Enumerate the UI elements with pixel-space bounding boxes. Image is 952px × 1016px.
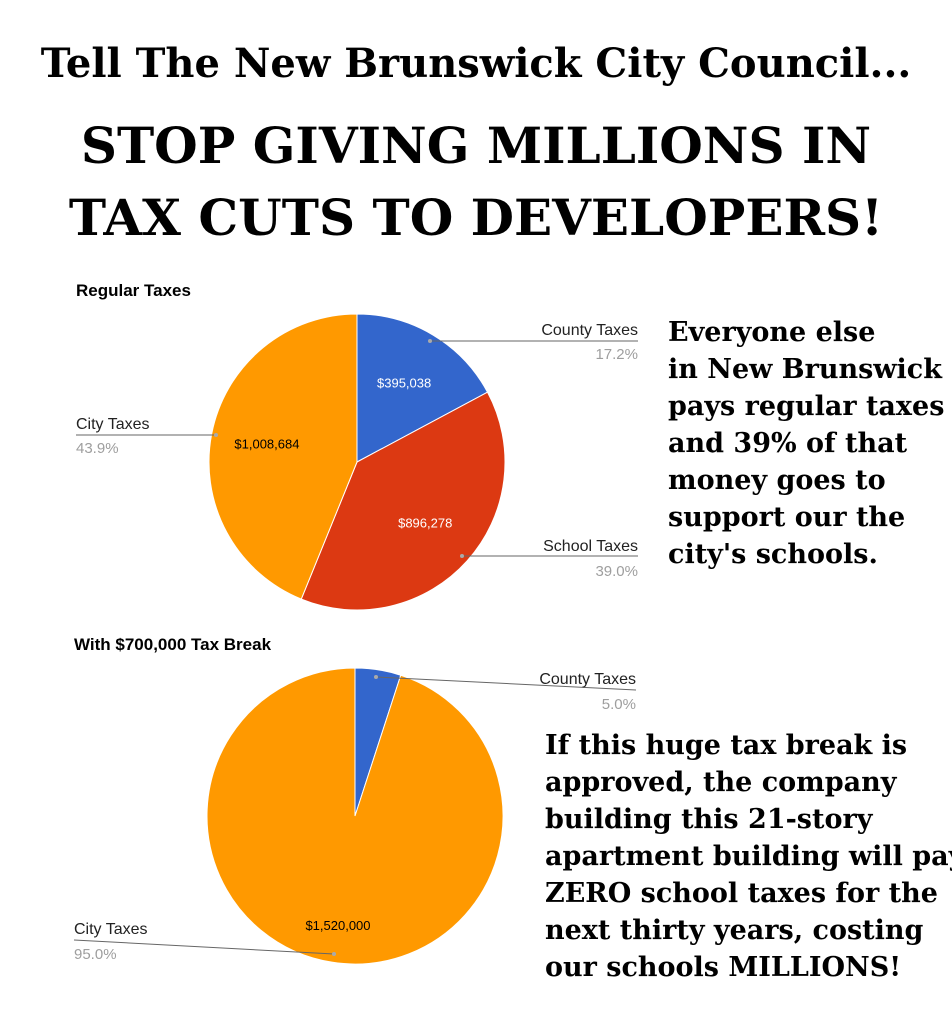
pie-regular: $395,038 $896,278 $1,008,684 [208, 313, 506, 611]
message-line: building this 21-story [545, 804, 873, 835]
legend-percent-city: 43.9% [76, 440, 119, 457]
message-line: city's schools. [668, 539, 878, 570]
headline-line-3: TAX CUTS TO DEVELOPERS! [68, 188, 884, 247]
pie-slice-city-taxes [208, 313, 358, 600]
legend-percent-school: 39.0% [595, 563, 638, 580]
leader-dot-county [374, 675, 378, 679]
slice-value-label: $395,038 [377, 375, 431, 390]
regular-taxes-chart: Regular Taxes $395,038 $896,278 $1,008,684… [76, 281, 638, 611]
chart-title: Regular Taxes [76, 281, 191, 300]
legend-percent-city: 95.0% [74, 946, 117, 963]
pie-tax-break: $1,520,000 [206, 667, 504, 965]
chart-title: With $700,000 Tax Break [74, 635, 272, 654]
legend-label-city: City Taxes [76, 416, 150, 433]
legend-label-school: School Taxes [543, 538, 638, 555]
message-line: next thirty years, costing [545, 915, 924, 946]
tax-break-chart: With $700,000 Tax Break $1,520,000 Count… [73, 635, 637, 965]
message-line: If this huge tax break is [545, 730, 908, 761]
message-line: pays regular taxes [668, 391, 945, 422]
message-line: money goes to [668, 465, 886, 496]
headline-line-2: STOP GIVING MILLIONS IN [80, 116, 872, 175]
legend-percent-county: 17.2% [595, 346, 638, 363]
pie-slice-city-taxes [206, 667, 504, 965]
tax-break-message: If this huge tax break is approved, the … [545, 727, 952, 986]
legend-percent-county: 5.0% [602, 696, 636, 713]
slice-value-label: $1,520,000 [305, 918, 370, 933]
message-line: and 39% of that [668, 428, 908, 459]
leader-dot-city [214, 433, 218, 437]
message-line: apartment building will pay [545, 841, 952, 872]
legend-label-county: County Taxes [539, 671, 636, 688]
headline-main: STOP GIVING MILLIONS IN TAX CUTS TO DEVE… [0, 110, 952, 254]
legend-label-county: County Taxes [541, 322, 638, 339]
leader-line-county [375, 676, 637, 691]
leader-line-city [73, 939, 335, 955]
pie-slice-county-taxes [356, 313, 489, 463]
pie-slice-school-taxes [300, 391, 506, 611]
message-line: support our the [668, 502, 906, 533]
message-line: Everyone else [668, 317, 876, 348]
leader-dot-city [332, 952, 336, 956]
message-line: our schools MILLIONS! [545, 952, 902, 983]
leader-dot-county [428, 339, 432, 343]
message-line: in New Brunswick [668, 354, 942, 385]
slice-value-label: $1,008,684 [234, 436, 299, 451]
message-line: ZERO school taxes for the [545, 878, 938, 909]
leader-dot-school [460, 554, 464, 558]
regular-taxes-message: Everyone else in New Brunswick pays regu… [668, 314, 948, 573]
message-line: approved, the company [545, 767, 897, 798]
legend-label-city: City Taxes [74, 921, 148, 938]
headline-top: Tell The New Brunswick City Council... [40, 40, 912, 87]
slice-value-label: $896,278 [398, 515, 452, 530]
